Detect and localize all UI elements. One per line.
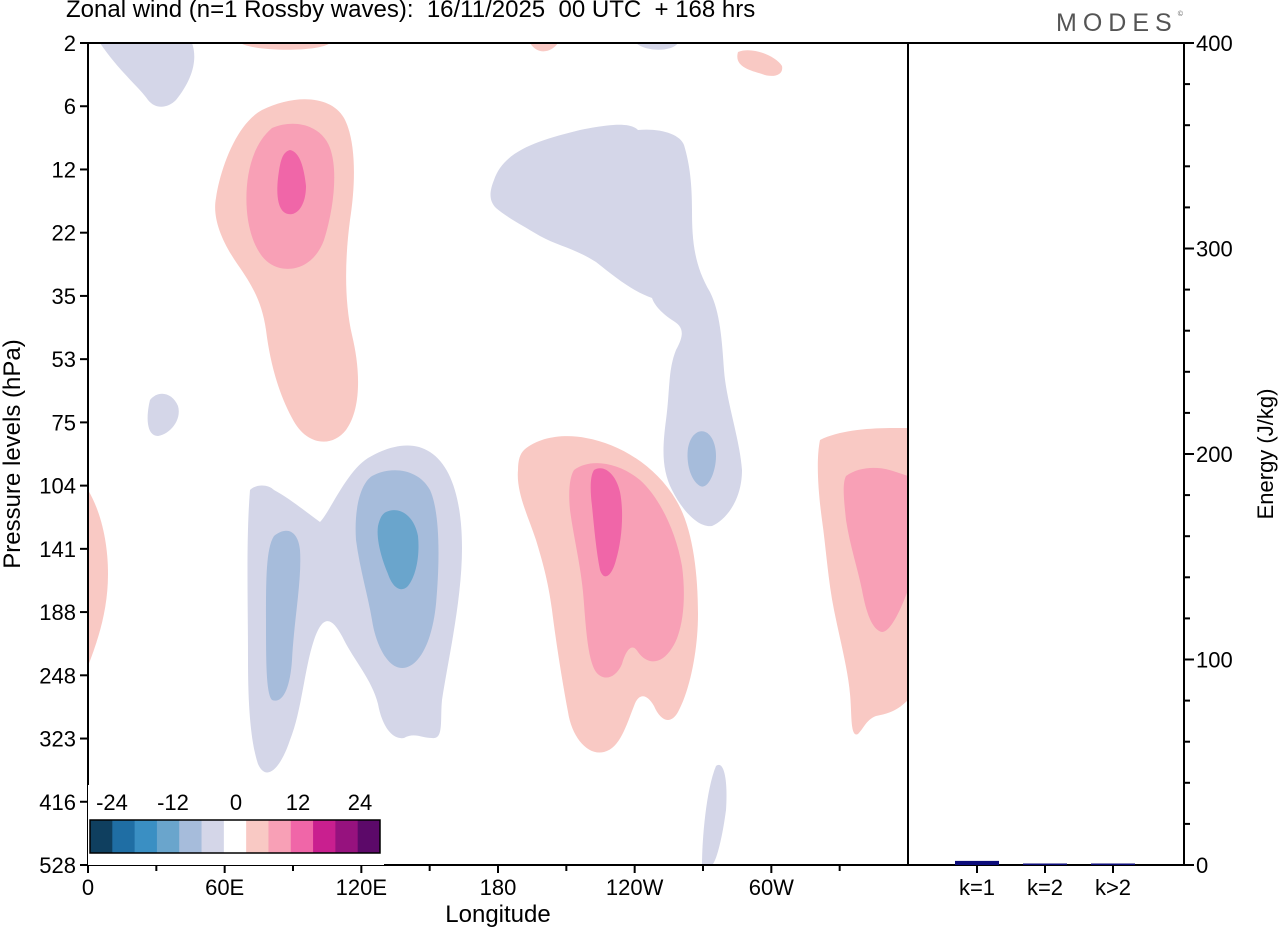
contour-neg1-upper-band (490, 124, 742, 527)
colorbar: -24 -12 0 12 24 (88, 785, 384, 865)
contour-pos1-leftedge (88, 490, 108, 666)
colorbar-label: -24 (96, 790, 128, 815)
colorbar-swatch (112, 820, 136, 853)
pressure-tick-label: 248 (39, 663, 76, 688)
chart-title: Zonal wind (n=1 Rossby waves): 16/11/202… (66, 0, 756, 23)
pressure-tick-label: 2 (64, 31, 76, 56)
pressure-tick-label: 416 (39, 790, 76, 815)
y-axis-label: Pressure levels (hPa) (0, 339, 26, 568)
energy-tick-label: 300 (1196, 237, 1233, 262)
contour-neg1-topleft (100, 43, 195, 107)
energy-bars: k=1 k=2 k>2 (955, 860, 1135, 900)
colorbar-swatch (268, 820, 292, 853)
pressure-tick-label: 528 (39, 853, 76, 878)
energy-bar (1023, 863, 1067, 865)
colorbar-swatch (90, 820, 113, 853)
contour-neg1-top (636, 43, 678, 50)
main-plot-frame (87, 42, 909, 866)
energy-bar (1091, 863, 1135, 865)
logo-text: MODES (1056, 9, 1178, 37)
pressure-tick-label: 323 (39, 727, 76, 752)
pressure-tick-label: 141 (39, 537, 76, 562)
longitude-tick-label: 120E (336, 875, 387, 900)
energy-bar (955, 860, 999, 865)
pressure-axis: 2 6 12 22 35 53 75 104 141 188 248 323 416 528 (39, 31, 88, 878)
energy-category-label: k=1 (959, 875, 995, 900)
contour-pos2-right (843, 467, 908, 632)
energy-tick-label: 100 (1196, 648, 1233, 673)
colorbar-label: 24 (348, 790, 372, 815)
longitude-tick-label: 120W (606, 875, 664, 900)
colorbar-swatch (223, 820, 247, 853)
contour-pos3-upper (277, 150, 306, 215)
longitude-tick-label: 180 (480, 875, 517, 900)
longitude-tick-label: 0 (82, 875, 94, 900)
energy-tick-label: 400 (1196, 31, 1233, 56)
pressure-tick-label: 75 (52, 410, 76, 435)
longitude-tick-label: 60E (205, 875, 244, 900)
colorbar-label: 0 (230, 790, 242, 815)
contour-neg1-small (147, 393, 179, 436)
contour-neg2-upper-band (687, 431, 716, 487)
contour-pos1-topright (737, 50, 783, 76)
colorbar-swatch (335, 820, 359, 853)
colorbar-swatch (201, 820, 225, 853)
colorbar-swatch (134, 820, 158, 853)
energy-tick-label: 0 (1196, 853, 1208, 878)
contour-pos3-lower (590, 468, 623, 577)
colorbar-swatch (179, 820, 203, 853)
contour-pos1-top-b (530, 43, 558, 52)
colorbar-swatch (313, 820, 336, 853)
pressure-tick-label: 53 (52, 347, 76, 372)
energy-category-label: k>2 (1095, 875, 1131, 900)
contour-neg1-bottom (702, 764, 727, 865)
x-axis-label: Longitude (445, 901, 550, 928)
colorbar-border (89, 819, 381, 854)
energy-axis: 0 100 200 300 400 (1184, 31, 1233, 878)
colorbar-swatch (156, 820, 180, 853)
colorbar-label: 12 (286, 790, 310, 815)
pressure-tick-label: 22 (52, 221, 76, 246)
pressure-tick-label: 104 (39, 474, 76, 499)
contour-neg2-lower-a (266, 530, 301, 701)
pressure-tick-label: 35 (52, 284, 76, 309)
colorbar-swatch (246, 820, 269, 853)
longitude-axis: 0 60E 120E 180 120W 60W (82, 865, 841, 900)
energy-tick-label: 200 (1196, 442, 1233, 467)
longitude-tick-label: 60W (749, 875, 794, 900)
energy-axis-label: Energy (J/kg) (1253, 389, 1278, 520)
energy-plot-frame (907, 42, 1185, 866)
energy-category-label: k=2 (1027, 875, 1063, 900)
colorbar-label: -12 (157, 790, 189, 815)
copyright-mark: © (1177, 11, 1183, 18)
pressure-tick-label: 6 (64, 94, 76, 119)
contour-neg3-lower (377, 510, 419, 590)
contour-field (88, 43, 908, 865)
colorbar-swatch (290, 820, 314, 853)
pressure-tick-label: 188 (39, 600, 76, 625)
modes-logo: MODES© (1056, 9, 1183, 38)
colorbar-swatch (357, 820, 381, 853)
contour-pos1-top-a (240, 43, 330, 50)
pressure-tick-label: 12 (52, 157, 76, 182)
